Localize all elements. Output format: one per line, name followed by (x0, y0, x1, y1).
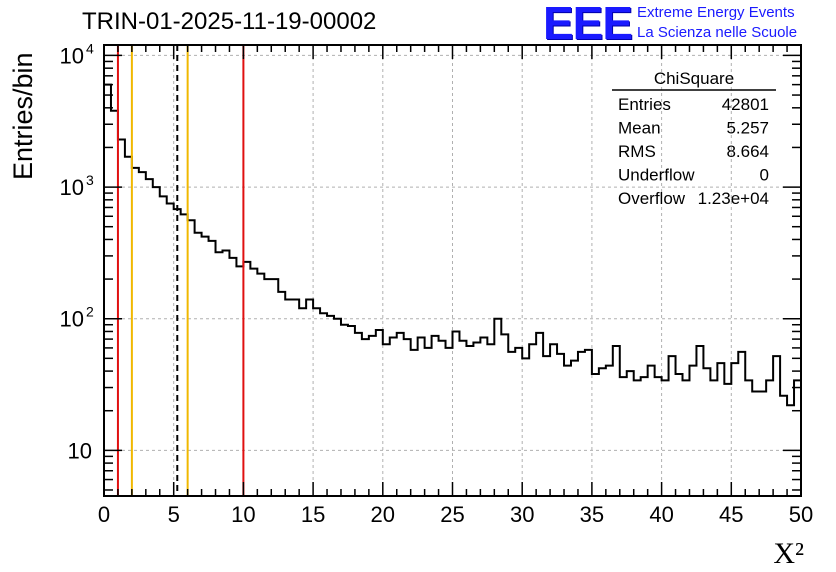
x-tick-label: 40 (649, 502, 673, 527)
x-tick-label: 45 (719, 502, 743, 527)
stats-row-label: Mean (618, 119, 661, 138)
x-tick-label: 15 (301, 502, 325, 527)
x-tick-labels: 0 5 10 15 20 25 30 35 40 45 50 (98, 502, 813, 527)
x-tick-label: 25 (440, 502, 464, 527)
logo-line-2: La Scienza nelle Scuole (637, 24, 798, 41)
histogram-line (103, 83, 801, 496)
stats-row-label: Underflow (618, 166, 695, 185)
threshold-lines (116, 45, 245, 496)
stats-row-label: Overflow (618, 189, 686, 208)
y-tick-label: 10 (60, 43, 84, 68)
x-tick-label: 30 (510, 502, 534, 527)
stats-row-label: Entries (618, 95, 671, 114)
y-tick-exponent: 2 (86, 304, 94, 320)
x-tick-label: 50 (789, 502, 813, 527)
x-axis-label: X² (773, 537, 804, 570)
grid (104, 45, 801, 496)
stats-row-label: RMS (618, 142, 656, 161)
x-tick-label: 10 (231, 502, 255, 527)
stats-row-value: 42801 (722, 95, 769, 114)
axis-ticks (103, 45, 802, 496)
stats-row-value: 0 (760, 166, 769, 185)
stats-row-value: 1.23e+04 (698, 189, 769, 208)
stats-rows: Entries 42801 Mean 5.257 RMS 8.664 Underflow 0 O… (618, 95, 769, 208)
x-tick-label: 20 (371, 502, 395, 527)
stats-row-value: 8.664 (726, 142, 769, 161)
y-tick-exponent: 4 (86, 40, 94, 56)
x-tick-label: 5 (168, 502, 180, 527)
x-tick-label: 0 (98, 502, 110, 527)
stats-box: ChiSquare Entries 42801 Mean 5.257 RMS 8.664 U… (612, 69, 776, 208)
logo-line-1: Extreme Energy Events (637, 4, 795, 21)
y-tick-label: 10 (60, 307, 84, 332)
chart-title: TRIN-01-2025-11-19-00002 (82, 8, 377, 35)
eee-logo: EEE (543, 0, 633, 49)
y-tick-label: 10 (60, 175, 84, 200)
y-tick-exponent: 3 (86, 172, 94, 188)
y-axis-label: Entries/bin (8, 52, 38, 180)
stats-row-value: 5.257 (726, 119, 769, 138)
stats-name: ChiSquare (654, 69, 734, 88)
y-tick-label: 10 (68, 438, 92, 463)
x-tick-label: 35 (580, 502, 604, 527)
